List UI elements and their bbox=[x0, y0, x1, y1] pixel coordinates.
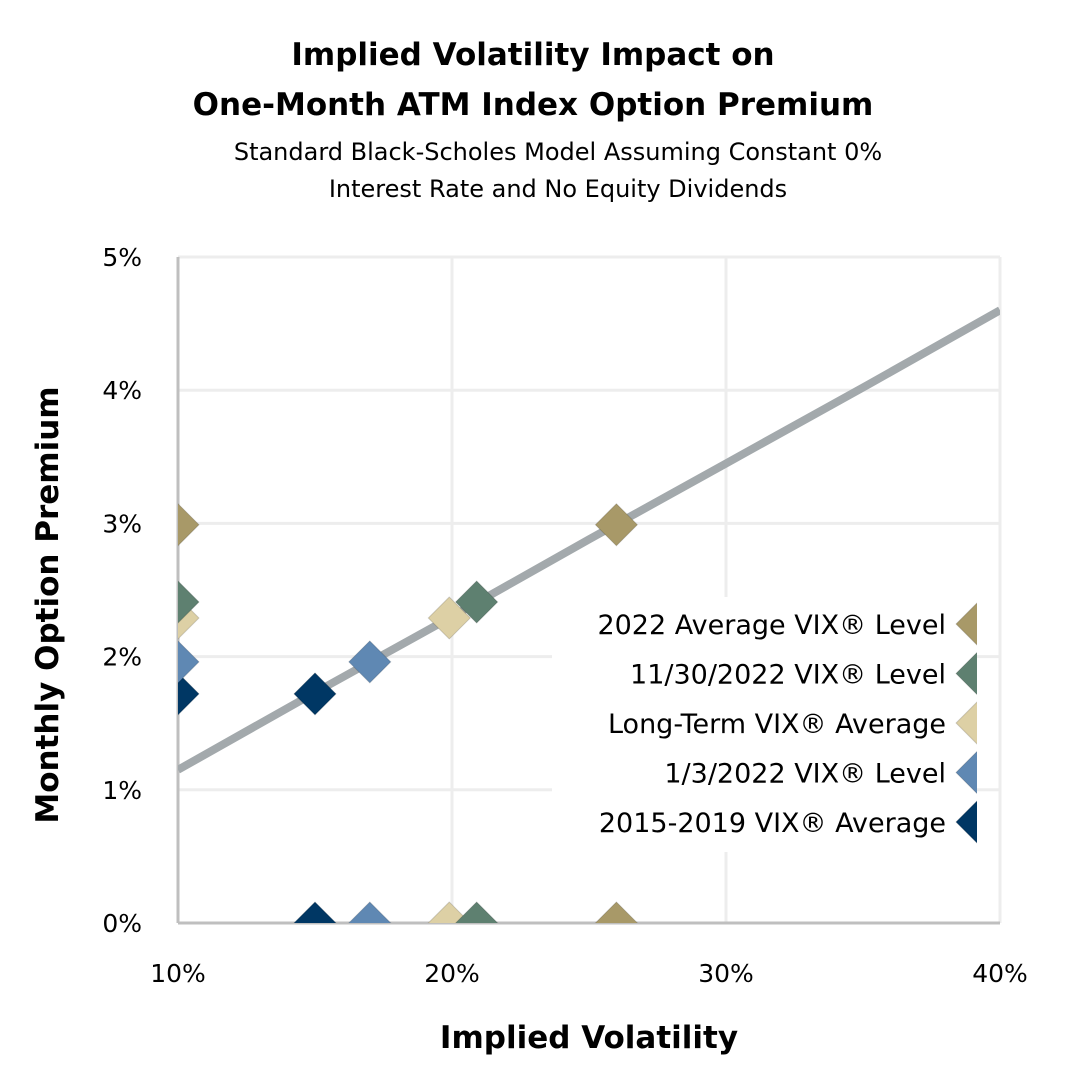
legend-label: 2015-2019 VIX® Average bbox=[599, 808, 946, 839]
x-axis-projection-marker bbox=[348, 901, 392, 923]
y-axis-projection-marker bbox=[178, 580, 200, 624]
y-axis-projection-marker bbox=[178, 672, 200, 716]
x-axis-projection-marker bbox=[454, 901, 499, 923]
x-tick-label: 20% bbox=[424, 959, 480, 988]
legend-label: Long-Term VIX® Average bbox=[608, 709, 946, 740]
point-marker bbox=[427, 596, 471, 640]
point-marker bbox=[293, 672, 337, 716]
legend-background bbox=[552, 597, 977, 852]
legend-marker bbox=[955, 750, 977, 795]
chart-title-line2: One-Month ATM Index Option Premium bbox=[193, 87, 874, 123]
y-axis-projection-marker bbox=[178, 640, 200, 684]
y-axis-label: Monthly Option Premium bbox=[30, 386, 66, 823]
legend-marker bbox=[955, 651, 977, 696]
x-axis-projection-marker bbox=[594, 901, 639, 923]
y-tick-label: 5% bbox=[102, 243, 142, 272]
y-tick-label: 4% bbox=[102, 376, 142, 405]
y-axis-projection-marker bbox=[178, 503, 200, 547]
plot-area bbox=[178, 306, 1000, 923]
point-marker bbox=[348, 640, 392, 684]
y-tick-label: 1% bbox=[102, 776, 142, 805]
legend: 2022 Average VIX® Level 11/30/2022 VIX® L… bbox=[552, 597, 977, 852]
legend-label: 1/3/2022 VIX® Level bbox=[664, 759, 946, 790]
x-tick-label: 40% bbox=[972, 959, 1028, 988]
legend-marker bbox=[955, 701, 977, 745]
legend-marker bbox=[955, 800, 977, 844]
y-tick-label: 2% bbox=[102, 643, 142, 672]
point-marker bbox=[454, 580, 499, 624]
legend-label: 2022 Average VIX® Level bbox=[597, 610, 946, 641]
legend-marker bbox=[955, 602, 977, 646]
chart-subtitle-line2: Interest Rate and No Equity Dividends bbox=[329, 175, 787, 203]
x-tick-label: 10% bbox=[150, 959, 206, 988]
y-tick-label: 0% bbox=[102, 909, 142, 938]
chart-title-line1: Implied Volatility Impact on bbox=[291, 37, 774, 73]
legend-label: 11/30/2022 VIX® Level bbox=[630, 660, 946, 691]
point-marker bbox=[594, 503, 639, 547]
x-axis-projection-marker bbox=[293, 901, 337, 923]
x-tick-label: 30% bbox=[698, 959, 754, 988]
x-axis-label: Implied Volatility bbox=[440, 1020, 738, 1056]
legend-markers bbox=[955, 602, 977, 844]
y-tick-label: 3% bbox=[102, 509, 142, 538]
chart-subtitle-line1: Standard Black-Scholes Model Assuming Co… bbox=[234, 138, 882, 166]
tick-labels: 0% 1% 2% 3% 4% 5% 10% 20% 30% 40% bbox=[102, 243, 1027, 988]
